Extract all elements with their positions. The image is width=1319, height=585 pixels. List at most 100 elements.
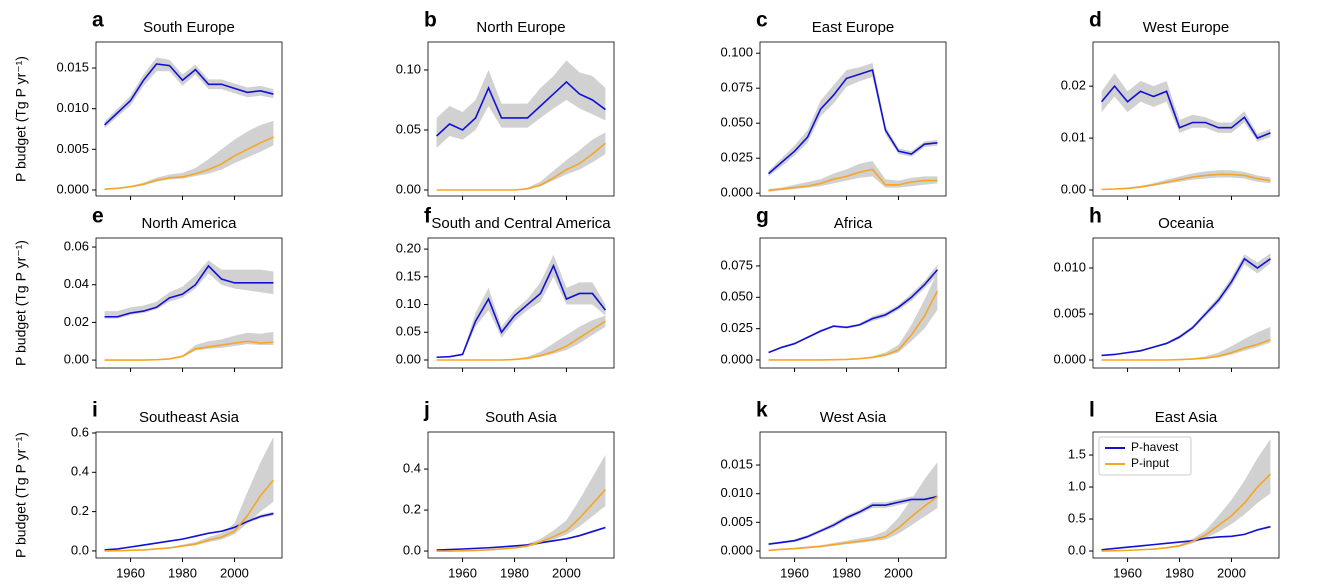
series-line [436,142,606,191]
uncertainty-band [436,132,606,190]
legend: P-havest P-input [1098,436,1192,476]
series-line [768,269,939,354]
panel: 0.0 0.2 0.4 1960 1980 2000 South Asia j [403,399,615,580]
panel-letter: g [756,205,769,228]
y-axis-label: P budget (Tg P yr⁻¹) [13,56,29,182]
y-tick-label: 0.05 [396,324,421,339]
series-line [104,512,274,551]
y-tick-label: 0.050 [720,115,753,130]
uncertainty-band [1101,439,1271,552]
series-line [768,290,939,361]
y-tick-label: 0.010 [56,100,89,115]
series-line [436,526,606,551]
y-tick-label: 0.025 [720,150,753,165]
y-axis-label: P budget (Tg P yr⁻¹) [13,432,29,558]
panel-title: North Europe [476,19,565,36]
y-tick-label: 0.02 [64,314,89,329]
panel-letter: e [92,205,104,228]
uncertainty-band [1101,253,1271,356]
y-tick-label: 0.0 [71,542,89,557]
panel: 0.00 0.01 0.02 West Europe d [1061,9,1280,200]
x-tick-label: 2000 [220,565,249,580]
y-tick-label: 0.02 [1061,78,1086,93]
series-line [104,136,274,190]
y-tick-label: 0.04 [64,276,89,291]
plot-frame [1092,237,1280,369]
series-line [104,479,275,552]
panel-letter: l [1089,399,1095,422]
y-tick-label: 0.10 [396,61,421,76]
y-tick-label: 0.000 [1053,351,1086,366]
plot-frame [759,41,947,197]
panel: 0.00 0.05 0.10 0.15 0.20 South and Central Am… [396,205,615,372]
panel-letter: b [424,9,437,32]
legend-label: P-havest [1131,440,1179,454]
panel-letter: i [92,399,98,422]
y-tick-label: 0.005 [56,141,89,156]
plot-frame [759,431,947,559]
y-tick-label: 0.4 [71,464,89,479]
series-line [1100,84,1271,140]
x-tick-label: 2000 [884,565,913,580]
uncertainty-band [1101,326,1271,360]
y-tick-label: 0.6 [71,424,89,439]
y-tick-label: 0.20 [396,241,421,256]
uncertainty-band [436,315,606,361]
series-line [1101,173,1271,191]
plot-frame [95,431,283,559]
series-line [104,63,274,126]
x-tick-label: 1980 [500,565,529,580]
panel-title: South and Central America [431,215,611,232]
uncertainty-band [1101,170,1271,190]
uncertainty-band [1101,73,1271,142]
panel-title: Southeast Asia [139,409,240,426]
panel-letter: k [756,399,768,422]
y-tick-label: 0.005 [720,514,753,529]
panel-letter: j [423,399,430,422]
y-tick-label: 0.000 [720,542,753,557]
x-tick-label: 1960 [448,565,477,580]
panel-title: South Europe [143,19,235,36]
series-line [436,489,607,552]
panel: 0.00 0.05 0.10 North Europe b [396,9,615,200]
y-tick-label: 0.000 [720,351,753,366]
plot-frame [1092,41,1280,197]
series-line [768,68,938,175]
panel-letter: d [1089,9,1102,32]
y-tick-label: 0.05 [396,121,421,136]
y-tick-label: 0.4 [403,461,421,476]
y-tick-label: 0.00 [64,352,89,367]
x-tick-label: 2000 [1217,565,1246,580]
x-tick-label: 1980 [168,565,197,580]
y-tick-label: 0.00 [1061,181,1086,196]
uncertainty-band [436,60,606,148]
panel-letter: a [92,9,104,32]
series-line [104,264,274,318]
series-line [1101,525,1271,551]
panel-letter: f [424,205,432,228]
panel-letter: c [756,9,768,32]
y-tick-label: 0.025 [720,320,753,335]
panel-title: North America [141,215,237,232]
plot-frame [95,237,283,369]
uncertainty-band [768,462,938,551]
series-line [768,168,938,192]
series-line [436,320,606,361]
y-tick-label: 0.06 [64,238,89,253]
panel-title: South Asia [485,409,557,426]
y-tick-label: 0.000 [720,185,753,200]
y-tick-label: 0.015 [56,59,89,74]
panel: 0.000 0.025 0.050 0.075 0.100 East Europe c [720,9,947,200]
x-tick-label: 2000 [552,565,581,580]
x-tick-label: 1960 [780,565,809,580]
panel: 0.00 0.02 0.04 0.06 North America e P budget (… [13,205,283,372]
series-line [768,495,938,552]
y-tick-label: 0.0 [403,542,421,557]
uncertainty-band [768,63,938,177]
uncertainty-band [1101,525,1271,550]
panel-title: East Asia [1155,409,1218,426]
plot-frame [427,237,615,369]
panel: 0.000 0.005 0.010 0.015 1960 1980 2000 West Asi… [720,399,947,580]
